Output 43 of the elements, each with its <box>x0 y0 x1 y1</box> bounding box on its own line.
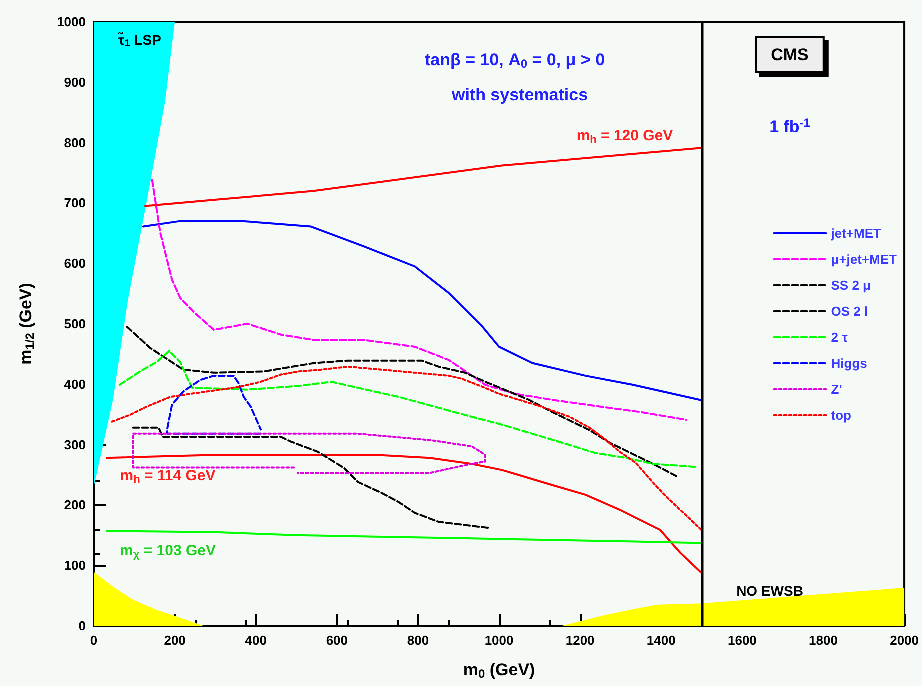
x-tick-label: 800 <box>407 633 430 648</box>
line-series <box>142 220 702 402</box>
legend-label: 2 τ <box>831 330 848 345</box>
y-tick-label: 500 <box>64 316 86 332</box>
line-series <box>132 426 490 530</box>
legend-label: jet+MET <box>830 226 882 241</box>
line-series <box>106 530 703 544</box>
x-tick-label: 1400 <box>646 633 676 648</box>
y-tick-label: 100 <box>64 558 86 574</box>
legend-label: OS 2 l <box>831 304 868 319</box>
x-tick-label: 600 <box>326 633 348 648</box>
x-tick-label: 200 <box>164 633 186 648</box>
y-tick-label: 700 <box>64 196 86 211</box>
y-tick-label: 600 <box>64 256 86 272</box>
x-tick-label: 400 <box>245 633 267 648</box>
legend-label: μ+jet+MET <box>831 252 898 267</box>
line-series <box>106 454 702 574</box>
x-tick-label: 1800 <box>809 633 838 648</box>
line-series <box>144 147 702 208</box>
annotation: CMS <box>771 46 809 64</box>
y-tick-label: 400 <box>64 376 86 392</box>
y-tick-label: 200 <box>64 498 86 513</box>
line-series <box>111 366 702 531</box>
line-series <box>118 350 698 468</box>
y-tick-label: 900 <box>64 74 86 90</box>
legend-label: top <box>831 408 852 423</box>
y-tick-label: 300 <box>64 437 86 452</box>
annotation: with systematics <box>450 86 588 104</box>
x-tick-label: 2000 <box>890 633 919 648</box>
y-tick-label: 0 <box>78 618 86 634</box>
x-tick-label: 1000 <box>484 633 514 648</box>
y-tick-label: 1000 <box>57 14 86 30</box>
line-series <box>166 374 262 435</box>
line-series <box>151 179 688 422</box>
x-tick-label: 1600 <box>728 633 757 648</box>
y-axis-title: m1/2 (GeV) <box>16 283 37 365</box>
x-tick-label: 0 <box>90 633 98 648</box>
y-tick-label: 800 <box>64 135 86 150</box>
legend-label: Z' <box>831 382 842 397</box>
x-tick-label: 1200 <box>566 633 595 648</box>
legend-label: Higgs <box>831 356 868 371</box>
annotation: NO EWSB <box>736 583 804 599</box>
legend-label: SS 2 μ <box>831 278 872 293</box>
